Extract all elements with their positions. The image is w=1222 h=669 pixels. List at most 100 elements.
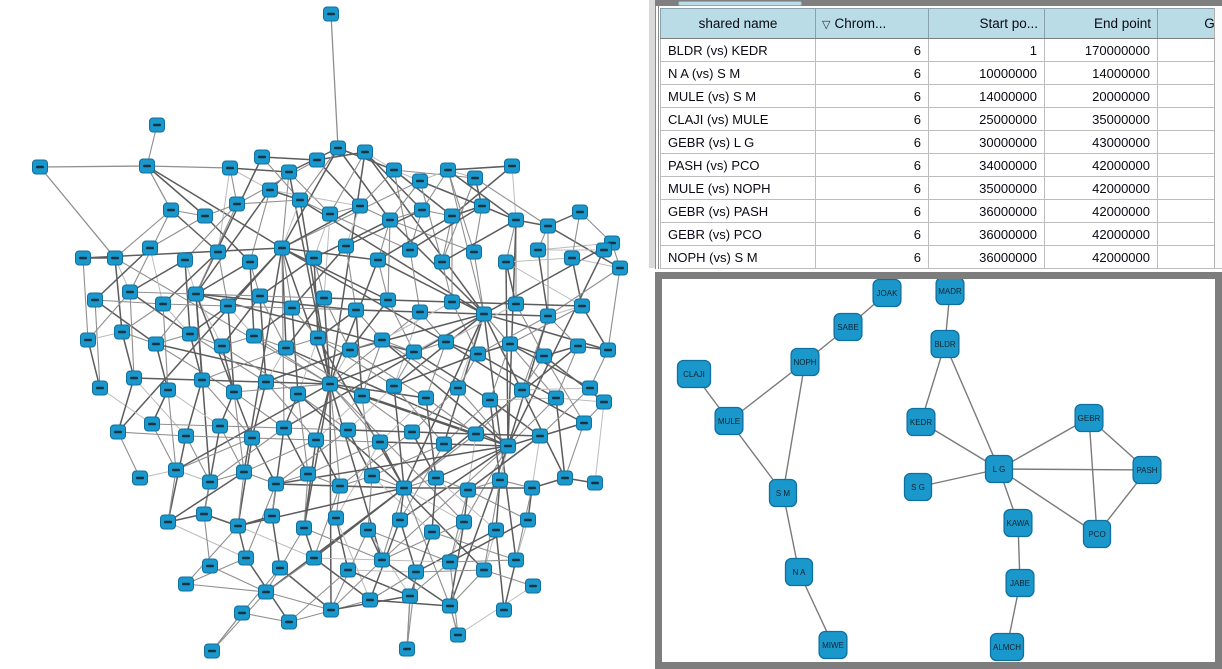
network-node[interactable] xyxy=(281,614,297,630)
network-node[interactable] xyxy=(92,380,108,396)
column-header-start-point[interactable]: Start po... xyxy=(928,8,1045,39)
network-node-CLAJI[interactable]: CLAJI xyxy=(676,359,712,389)
network-node[interactable] xyxy=(612,260,628,276)
network-node[interactable] xyxy=(412,304,428,320)
cell-start[interactable]: 14000000 xyxy=(928,84,1045,108)
network-node[interactable] xyxy=(252,288,268,304)
network-node-KEDR[interactable]: KEDR xyxy=(906,407,936,437)
network-node[interactable] xyxy=(281,164,297,180)
network-node[interactable] xyxy=(466,244,482,260)
network-node[interactable] xyxy=(402,588,418,604)
network-node[interactable] xyxy=(492,472,508,488)
table-row[interactable]: MULE (vs) S M614000000200000007.5 xyxy=(660,84,1222,108)
network-node[interactable] xyxy=(442,598,458,614)
network-node[interactable] xyxy=(323,6,339,22)
network-node[interactable] xyxy=(226,384,242,400)
network-node[interactable] xyxy=(460,482,476,498)
network-node[interactable] xyxy=(126,370,142,386)
network-node[interactable] xyxy=(148,336,164,352)
network-node[interactable] xyxy=(204,643,220,659)
network-node[interactable] xyxy=(254,149,270,165)
network-node[interactable] xyxy=(308,432,324,448)
network-node[interactable] xyxy=(438,334,454,350)
network-node[interactable] xyxy=(212,418,228,434)
table-row[interactable]: GEBR (vs) PCO636000000420000008.4 xyxy=(660,222,1222,246)
network-node[interactable] xyxy=(600,342,616,358)
network-node[interactable] xyxy=(402,242,418,258)
network-node-NOPH[interactable]: NOPH xyxy=(790,347,820,377)
network-node[interactable] xyxy=(418,390,434,406)
network-node[interactable] xyxy=(194,372,210,388)
network-node[interactable] xyxy=(177,252,193,268)
cell-genetic[interactable]: 8.4 xyxy=(1157,222,1222,246)
overview-network-canvas[interactable] xyxy=(0,0,655,669)
network-node[interactable] xyxy=(508,296,524,312)
network-node[interactable] xyxy=(87,292,103,308)
network-node-GEBR[interactable]: GEBR xyxy=(1074,403,1104,433)
network-node[interactable] xyxy=(342,342,358,358)
cell-shared_name[interactable]: PASH (vs) PCO xyxy=(660,153,816,177)
network-node[interactable] xyxy=(242,254,258,270)
network-node[interactable] xyxy=(374,552,390,568)
cell-start[interactable]: 34000000 xyxy=(928,153,1045,177)
network-node[interactable] xyxy=(178,576,194,592)
cell-genetic[interactable]: 6.6 xyxy=(1157,61,1222,85)
cell-end[interactable]: 43000000 xyxy=(1044,130,1158,154)
cell-end[interactable]: 20000000 xyxy=(1044,84,1158,108)
network-node[interactable] xyxy=(440,162,456,178)
cell-end[interactable]: 42000000 xyxy=(1044,199,1158,223)
network-node[interactable] xyxy=(142,240,158,256)
network-node[interactable] xyxy=(488,522,504,538)
table-row[interactable]: N A (vs) S M610000000140000006.6 xyxy=(660,61,1222,85)
network-node-LG[interactable]: L G xyxy=(984,454,1014,484)
network-node[interactable] xyxy=(468,426,484,442)
cell-shared_name[interactable]: N A (vs) S M xyxy=(660,61,816,85)
network-node[interactable] xyxy=(330,140,346,156)
cell-shared_name[interactable]: BLDR (vs) KEDR xyxy=(660,38,816,62)
network-node[interactable] xyxy=(32,159,48,175)
network-node[interactable] xyxy=(262,182,278,198)
network-node[interactable] xyxy=(576,415,592,431)
network-node[interactable] xyxy=(276,420,292,436)
network-node-BLDR[interactable]: BLDR xyxy=(930,329,960,359)
column-header-chromosome[interactable]: ▽ Chrom... xyxy=(815,8,929,39)
network-node[interactable] xyxy=(222,160,238,176)
network-edge-BLDR-LG[interactable] xyxy=(944,343,1000,470)
network-edge-LG-PCO[interactable] xyxy=(998,468,1098,535)
network-edge-NOPH-SM[interactable] xyxy=(782,361,806,494)
overview-scrollbar[interactable] xyxy=(649,0,655,268)
network-node[interactable] xyxy=(75,250,91,266)
network-node[interactable] xyxy=(196,506,212,522)
network-node[interactable] xyxy=(328,510,344,526)
network-node[interactable] xyxy=(450,627,466,643)
network-node[interactable] xyxy=(467,170,483,186)
network-node[interactable] xyxy=(292,192,308,208)
network-node[interactable] xyxy=(202,474,218,490)
network-node-KAWA[interactable]: KAWA xyxy=(1003,508,1033,538)
network-node[interactable] xyxy=(520,512,536,528)
cell-chromosome[interactable]: 6 xyxy=(815,222,929,246)
network-node[interactable] xyxy=(596,394,612,410)
network-node[interactable] xyxy=(372,434,388,450)
network-node[interactable] xyxy=(160,514,176,530)
network-node[interactable] xyxy=(114,324,130,340)
cell-chromosome[interactable]: 6 xyxy=(815,153,929,177)
network-node[interactable] xyxy=(406,344,422,360)
cell-genetic[interactable]: 5.9 xyxy=(1157,107,1222,131)
network-node[interactable] xyxy=(258,374,274,390)
network-node[interactable] xyxy=(340,562,356,578)
network-node[interactable] xyxy=(188,286,204,302)
cell-chromosome[interactable]: 6 xyxy=(815,199,929,223)
table-row[interactable]: GEBR (vs) L G6300000004300000016.9 xyxy=(660,130,1222,154)
cell-start[interactable]: 1 xyxy=(928,38,1045,62)
network-node[interactable] xyxy=(272,560,288,576)
cell-start[interactable]: 36000000 xyxy=(928,222,1045,246)
detail-network-canvas[interactable]: JOAK MADR SABE BLDR NOPH CLAJI MULE KEDR GEBR L G… xyxy=(662,279,1215,662)
network-node-MADR[interactable]: MADR xyxy=(935,279,965,306)
network-node[interactable] xyxy=(160,382,176,398)
table-row[interactable]: MULE (vs) NOPH6350000004200000010.5 xyxy=(660,176,1222,200)
network-node[interactable] xyxy=(352,198,368,214)
network-node[interactable] xyxy=(508,552,524,568)
network-node[interactable] xyxy=(80,332,96,348)
cell-shared_name[interactable]: MULE (vs) S M xyxy=(660,84,816,108)
